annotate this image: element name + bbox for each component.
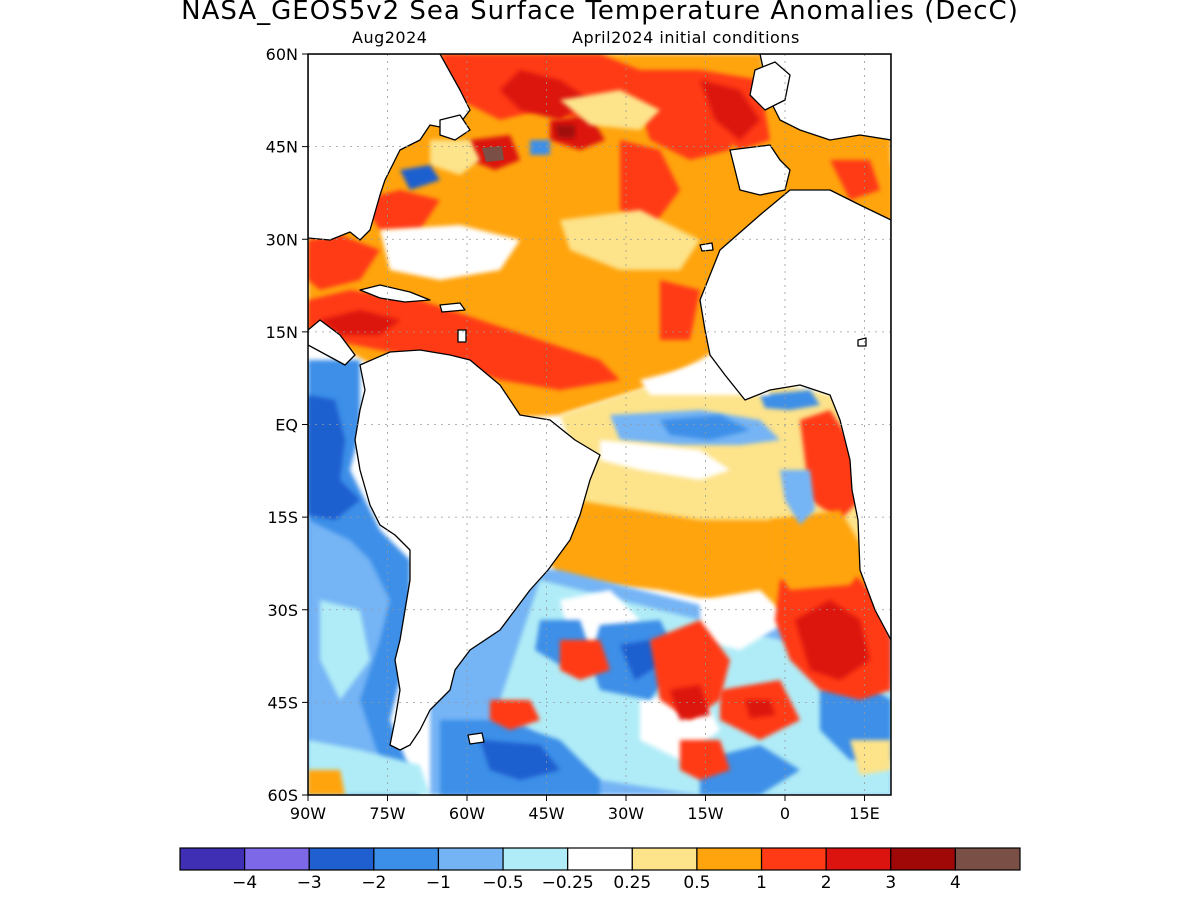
anomaly-region bbox=[770, 510, 870, 590]
latitude-tick-label: 30N bbox=[266, 230, 298, 249]
colorbar-swatch bbox=[760, 847, 827, 871]
colorbar-label: 4 bbox=[950, 873, 961, 893]
europe-land bbox=[759, 54, 891, 141]
colorbar-swatch bbox=[502, 847, 569, 871]
anomaly-region bbox=[660, 415, 750, 440]
anomaly-region bbox=[480, 740, 560, 780]
canary-islands-land bbox=[699, 242, 714, 252]
longitude-tick-label: 90W bbox=[290, 804, 326, 823]
colorbar-swatch bbox=[631, 847, 698, 871]
anomaly-region bbox=[600, 440, 730, 480]
iberia-land bbox=[729, 144, 791, 196]
colorbar-label: −1 bbox=[426, 873, 451, 893]
anomaly-region bbox=[795, 600, 870, 680]
colorbar-swatch bbox=[437, 847, 504, 871]
longitude-axis: 90W 75W 60W 45W 30W 15W 0 15E bbox=[290, 795, 880, 823]
latitude-tick-label: 15S bbox=[267, 508, 298, 527]
longitude-tick-label: 0 bbox=[780, 804, 790, 823]
colorbar-label: 0.25 bbox=[613, 873, 651, 893]
colorbar-label: 1 bbox=[756, 873, 767, 893]
longitude-tick-label: 75W bbox=[369, 804, 405, 823]
caribbean-islands-land bbox=[457, 329, 467, 343]
colorbar: −4 −3 −2 −1 −0.5 −0.25 0.25 0.5 1 2 3 4 bbox=[179, 847, 1021, 893]
anomaly-region bbox=[320, 600, 370, 700]
colorbar-swatch bbox=[825, 847, 892, 871]
longitude-tick-label: 45W bbox=[528, 804, 564, 823]
anomaly-region bbox=[700, 590, 790, 650]
anomaly-region bbox=[555, 125, 575, 138]
anomaly-region bbox=[760, 390, 820, 410]
colorbar-swatch bbox=[696, 847, 763, 871]
anomaly-region bbox=[780, 470, 815, 525]
colorbar-swatch bbox=[890, 847, 956, 871]
anomaly-region bbox=[560, 210, 700, 270]
colorbar-label: 0.5 bbox=[683, 873, 710, 893]
longitude-tick-label: 30W bbox=[608, 804, 644, 823]
anomaly-region bbox=[745, 700, 775, 718]
british-isles-land bbox=[749, 61, 791, 111]
anomaly-region bbox=[320, 310, 400, 335]
caribbean-islands-land bbox=[359, 284, 431, 303]
latitude-tick-label: 45N bbox=[266, 138, 298, 157]
caribbean-islands-land bbox=[439, 302, 466, 313]
anomaly-region bbox=[500, 70, 590, 120]
anomaly-region bbox=[850, 740, 891, 775]
latitude-tick-label: 30S bbox=[267, 601, 298, 620]
central-america-land bbox=[308, 319, 356, 366]
colorbar-label: 2 bbox=[821, 873, 832, 893]
colorbar-label: −2 bbox=[361, 873, 386, 893]
forecast-month: Aug2024 bbox=[352, 28, 428, 47]
colorbar-swatch bbox=[179, 847, 246, 871]
colorbar-swatch bbox=[244, 847, 310, 871]
anomaly-region bbox=[482, 146, 504, 162]
longitude-tick-label: 60W bbox=[449, 804, 485, 823]
anomaly-region bbox=[560, 640, 610, 680]
anomaly-region bbox=[530, 140, 550, 155]
anomaly-region bbox=[400, 165, 440, 190]
anomaly-region bbox=[650, 620, 730, 720]
anomaly-field bbox=[308, 54, 891, 795]
map-title: NASA_GEOS5v2 Sea Surface Temperature Ano… bbox=[181, 0, 1019, 26]
initial-conditions-label: April2024 initial conditions bbox=[572, 28, 800, 47]
anomaly-region bbox=[620, 140, 680, 230]
latitude-tick-label: 60S bbox=[267, 786, 298, 805]
colorbar-label: −0.25 bbox=[542, 873, 594, 893]
anomaly-region bbox=[430, 140, 480, 175]
latitude-axis: 60N 45N 30N 15N EQ 15S 30S 45S 60S bbox=[266, 45, 308, 805]
colorbar-swatch bbox=[373, 847, 440, 871]
colorbar-label: −3 bbox=[297, 873, 322, 893]
anomaly-region bbox=[830, 160, 880, 200]
north-america-land bbox=[308, 54, 471, 241]
colorbar-swatch bbox=[954, 847, 1021, 871]
falkland-islands-land bbox=[467, 732, 485, 745]
colorbar-label: −4 bbox=[232, 873, 257, 893]
longitude-tick-label: 15W bbox=[687, 804, 723, 823]
colorbar-label: 3 bbox=[885, 873, 896, 893]
island-land bbox=[857, 337, 867, 347]
anomaly-region bbox=[360, 190, 440, 230]
latitude-tick-label: 45S bbox=[267, 693, 298, 712]
anomaly-region bbox=[308, 395, 360, 520]
newfoundland-land bbox=[439, 114, 471, 141]
anomaly-region bbox=[660, 280, 700, 340]
anomaly-region bbox=[308, 770, 345, 795]
anomaly-region bbox=[670, 685, 710, 720]
latitude-tick-label: 60N bbox=[266, 45, 298, 64]
anomaly-region bbox=[308, 235, 380, 290]
anomaly-region bbox=[490, 700, 540, 730]
africa-land bbox=[699, 189, 891, 641]
south-america-land bbox=[354, 349, 601, 751]
colorbar-swatch bbox=[308, 847, 375, 871]
anomaly-region bbox=[620, 640, 660, 680]
anomaly-region bbox=[680, 740, 730, 780]
latitude-tick-label: 15N bbox=[266, 323, 298, 342]
longitude-tick-label: 15E bbox=[849, 804, 879, 823]
colorbar-swatch bbox=[567, 847, 633, 871]
anomaly-region bbox=[700, 80, 760, 140]
anomaly-region bbox=[380, 225, 520, 280]
colorbar-label: −0.5 bbox=[482, 873, 523, 893]
latitude-tick-label: EQ bbox=[275, 416, 298, 435]
anomaly-region bbox=[560, 90, 660, 130]
